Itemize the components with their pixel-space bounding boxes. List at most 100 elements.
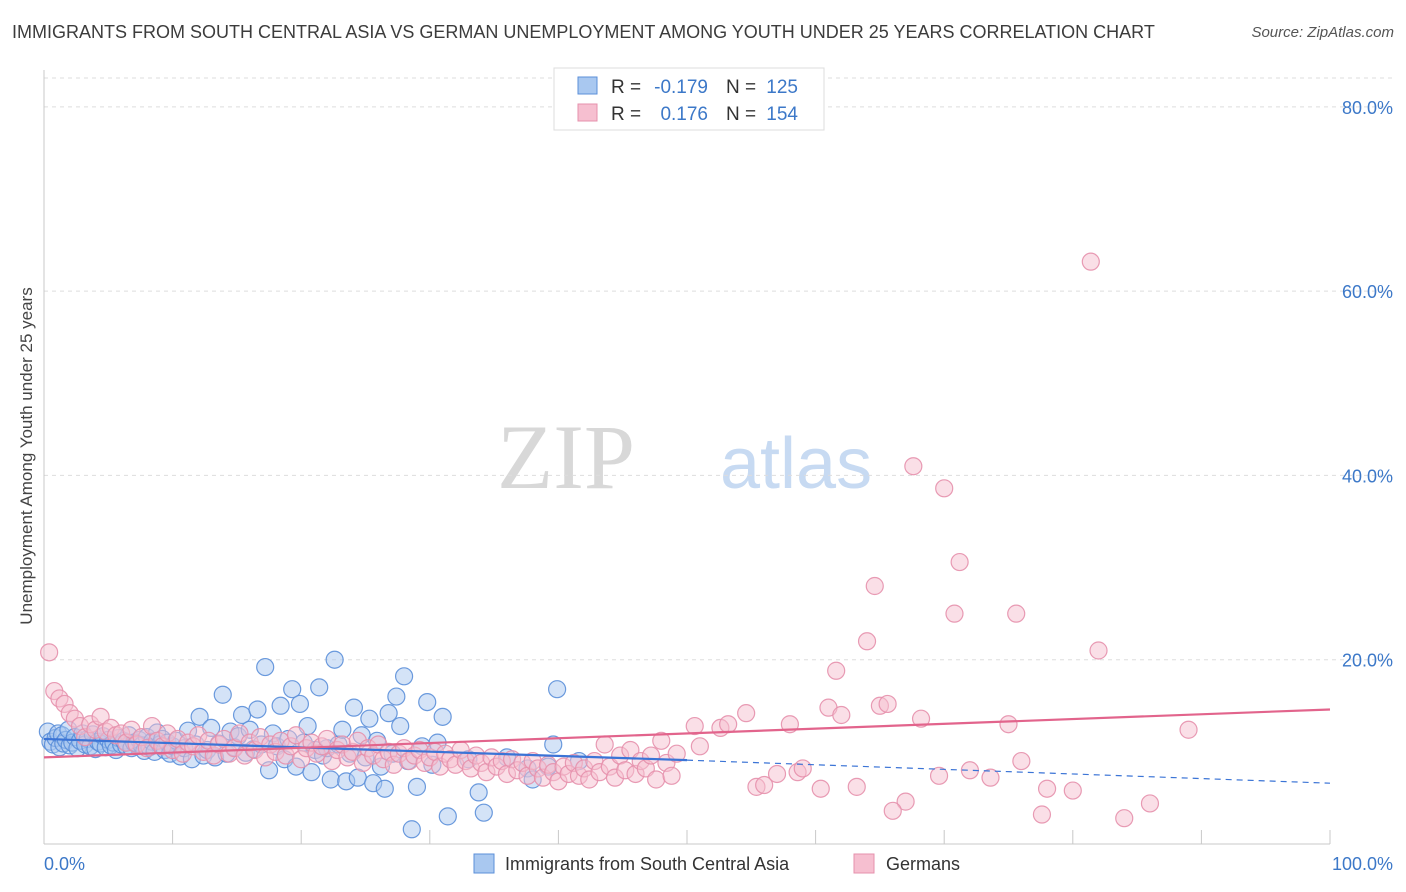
immigrants-point [379,704,398,723]
stats-r-value-pink: 0.176 [660,104,708,125]
germans-point [286,726,306,745]
germans-point [1179,720,1198,739]
stats-r-label-pink: R = [611,104,641,125]
watermark-atlas: atlas [720,424,872,504]
immigrants-point [548,680,567,699]
immigrants-point [418,692,437,712]
germans-point [595,735,614,754]
series-germans-points [40,252,1198,828]
immigrants-point [375,779,394,798]
trend-lines [43,708,1331,784]
germans-point [811,779,830,798]
trend-line-immigrants-extension [686,759,1331,784]
immigrants-point [438,807,457,826]
immigrants-point [271,696,290,715]
stats-n-label-blue: N = [726,77,756,98]
germans-point [1115,809,1134,828]
germans-point [690,737,709,756]
y-axis-label: Unemployment Among Youth under 25 years [17,287,36,624]
stats-n-value-pink: 154 [766,104,798,125]
immigrants-point [256,657,275,677]
legend-swatch-immigrants [473,853,495,874]
trend-line-immigrants [43,737,688,762]
germans-point [904,457,923,476]
immigrants-point [248,700,267,719]
immigrants-point [213,685,232,704]
germans-point [1140,794,1160,813]
immigrants-point [407,777,427,796]
stats-r-label-blue: R = [611,77,641,98]
germans-point [1037,779,1057,798]
x-tick-label-max: 100.0% [1332,854,1393,874]
legend-label-immigrants: Immigrants from South Central Asia [505,854,790,874]
immigrants-point [283,680,302,699]
germans-point [999,715,1018,734]
germans-point [935,479,954,498]
immigrants-point [391,716,410,736]
gridlines [44,77,1392,661]
germans-point [1063,781,1082,800]
germans-point [896,792,915,811]
immigrants-point [325,650,344,669]
x-tick-labels: 0.0% 100.0% [44,854,1393,874]
germans-point [652,731,671,750]
germans-point [857,632,877,651]
germans-point [641,746,661,765]
legend-swatch-germans [853,853,875,874]
stats-legend-pink-swatch [577,103,598,122]
germans-point [793,759,812,778]
immigrants-point [433,707,452,726]
germans-point [719,715,738,734]
germans-point [685,716,704,736]
immigrants-point [302,763,321,782]
immigrants-point [321,770,340,789]
germans-point [981,768,1000,787]
immigrants-point [360,709,379,728]
immigrants-point [394,667,414,686]
source-credit: Source: ZipAtlas.com [1251,24,1394,41]
germans-point [40,643,59,662]
immigrants-point [310,678,329,697]
y-tick-label-20: 20.0% [1342,651,1393,671]
germans-point [1032,805,1052,824]
y-tick-label-80: 80.0% [1342,98,1393,118]
germans-point [737,704,756,723]
germans-point [1007,604,1026,623]
germans-point [950,552,969,572]
immigrants-point [474,803,493,822]
immigrants-point [290,694,310,714]
x-tick-label-min: 0.0% [44,854,85,874]
immigrants-point [402,820,421,839]
legend-label-germans: Germans [886,854,960,874]
germans-point [827,661,846,680]
germans-point [667,744,686,763]
immigrants-point [387,687,406,706]
germans-point [883,801,902,820]
stats-legend-blue-swatch [577,76,598,95]
germans-point [1012,751,1031,771]
axes [43,70,1331,845]
watermark-zip: ZIP [497,406,635,508]
immigrants-point [544,735,563,754]
germans-point [755,775,774,795]
y-tick-labels: 20.0% 40.0% 60.0% 80.0% [1342,98,1393,671]
germans-point [878,694,897,714]
germans-point [911,709,931,728]
stats-n-value-blue: 125 [766,77,798,98]
germans-point [865,576,884,596]
germans-point [767,764,787,784]
immigrants-point [190,707,209,726]
trend-line-germans [43,708,1331,759]
germans-point [832,705,851,725]
germans-point [647,770,666,789]
germans-point [847,777,866,796]
y-tick-label-60: 60.0% [1342,282,1393,302]
germans-point [929,766,949,785]
series-legend: Immigrants from South Central Asia Germa… [473,853,960,874]
stats-n-label-pink: N = [726,104,756,125]
y-tick-label-40: 40.0% [1342,466,1393,486]
germans-point [662,766,681,785]
germans-point [945,604,964,623]
stats-r-value-blue: -0.179 [654,77,708,98]
